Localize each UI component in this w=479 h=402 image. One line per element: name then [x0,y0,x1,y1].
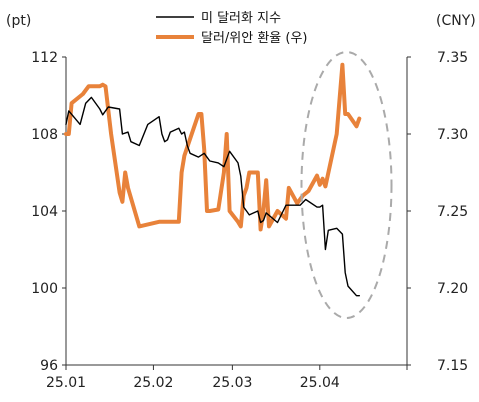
right-tick-label: 7.15 [437,358,468,374]
x-tick-label: 25.03 [212,375,252,391]
left-tick-label: 96 [40,358,58,374]
right-tick-label: 7.30 [437,127,468,143]
legend-label-usdcny: 달러/위안 환율 (우) [201,31,308,46]
right-tick-label: 7.25 [437,204,468,220]
right-tick-label: 7.35 [437,50,468,66]
left-axis-unit: (pt) [6,13,31,29]
left-axis-ticks: 96 100 104 108 112 [31,50,66,374]
annotation-layer [300,51,393,319]
right-axis-unit: (CNY) [436,13,476,29]
right-tick-label: 7.20 [437,281,468,297]
x-tick-label: 25.04 [300,375,340,391]
series-line-usd-index [65,96,360,297]
x-tick-label: 25.01 [46,375,86,391]
x-tick-label: 25.02 [133,375,173,391]
legend-label-usd-index: 미 달러화 지수 [201,11,281,26]
left-tick-label: 100 [31,281,58,297]
left-tick-label: 108 [31,127,58,143]
right-axis-ticks: 7.15 7.20 7.25 7.30 7.35 [407,50,468,374]
left-tick-label: 104 [31,204,58,220]
legend: 미 달러화 지수 달러/위안 환율 (우) [156,11,308,46]
plot-area: 96 100 104 108 112 7.15 7.20 7.25 7.30 7.35 25.0… [31,50,468,391]
x-axis-ticks: 25.01 25.02 25.03 25.04 [46,365,408,391]
left-tick-label: 112 [31,50,58,66]
series-line-usdcny [64,62,362,232]
series-layer [64,62,362,297]
highlight-ellipse [300,51,393,319]
